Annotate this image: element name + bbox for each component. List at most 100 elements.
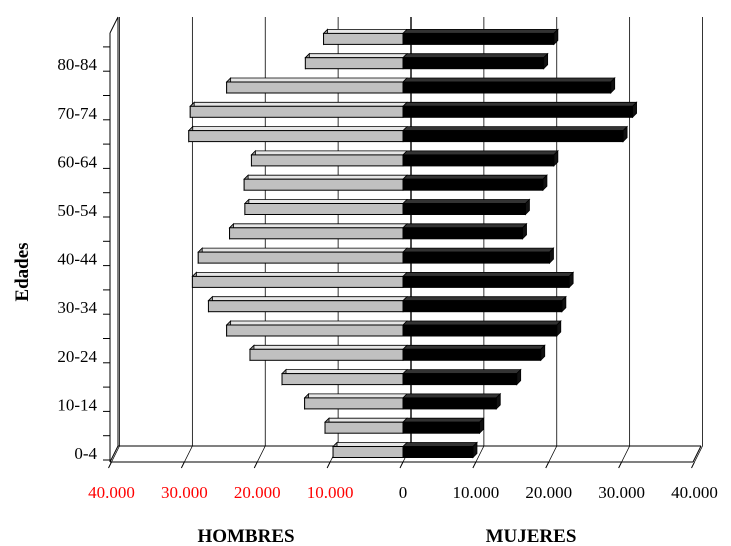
bar-top-face xyxy=(402,223,528,229)
bar-top-face xyxy=(225,77,408,83)
bar-mujeres xyxy=(402,174,548,192)
bar-top-face xyxy=(402,174,548,180)
y-tick-label: 80-84 xyxy=(57,55,97,74)
bar-front-face xyxy=(402,421,481,434)
x-tick-mark xyxy=(108,461,112,469)
bar-top-face xyxy=(402,320,562,326)
bar-top-face xyxy=(189,101,408,107)
bar-top-face xyxy=(243,174,408,180)
bar-top-face xyxy=(304,53,408,59)
floor-depth-line xyxy=(184,445,193,463)
bar-hombres xyxy=(187,125,408,143)
bar-front-face xyxy=(402,227,524,240)
bar-front-face xyxy=(402,57,545,70)
y-tick-label: 0-4 xyxy=(74,444,97,463)
bar-hombres xyxy=(304,52,408,70)
bar-hombres xyxy=(189,101,408,119)
x-tick-label-hombres: 10.000 xyxy=(307,483,354,502)
bar-front-face xyxy=(226,81,404,94)
bar-front-face xyxy=(281,373,404,386)
bar-mujeres xyxy=(402,28,559,46)
bar-hombres xyxy=(250,149,408,167)
x-tick-mark xyxy=(326,461,331,469)
bar-front-face xyxy=(207,300,404,313)
x-tick-label-mujeres: 10.000 xyxy=(453,483,500,502)
bar-mujeres xyxy=(402,441,478,459)
bar-top-face xyxy=(402,199,531,204)
x-tick-mark xyxy=(180,461,185,469)
bar-top-face xyxy=(197,247,408,253)
floor-right-edge xyxy=(692,445,702,463)
bar-front-face xyxy=(402,300,563,313)
bar-hombres xyxy=(243,198,408,216)
bar-front-face xyxy=(402,130,624,143)
bar-front-face xyxy=(197,251,404,264)
bar-front-face xyxy=(402,203,526,215)
left-wall-edge xyxy=(109,17,119,463)
x-tick-label-mujeres: 20.000 xyxy=(525,483,572,502)
bar-front-face xyxy=(250,154,404,167)
bar-front-face xyxy=(402,446,474,458)
bar-top-face xyxy=(402,150,559,156)
x-tick-label-hombres: 30.000 xyxy=(161,483,208,502)
bar-front-face xyxy=(304,57,404,70)
bar-front-face xyxy=(244,203,404,215)
bar-top-face xyxy=(187,126,408,132)
bar-top-face xyxy=(402,344,546,350)
bar-top-face xyxy=(228,223,408,229)
bar-top-face xyxy=(402,369,522,375)
x-tick-label-mujeres: 40.000 xyxy=(671,483,718,502)
bar-mujeres xyxy=(402,77,616,94)
bar-front-face xyxy=(402,397,497,410)
bar-top-face xyxy=(402,28,559,34)
bar-top-face xyxy=(402,77,616,83)
bar-top-face xyxy=(303,393,408,399)
bar-front-face xyxy=(402,178,544,191)
bar-top-face xyxy=(402,442,478,447)
bar-front-face xyxy=(402,324,558,337)
bar-mujeres xyxy=(402,222,528,240)
bar-mujeres xyxy=(402,417,485,435)
bar-front-face xyxy=(243,178,404,191)
bar-mujeres xyxy=(402,344,546,362)
bar-top-face xyxy=(225,320,408,326)
floor-depth-line xyxy=(111,445,120,463)
bar-mujeres xyxy=(402,368,522,386)
bar-top-face xyxy=(243,199,408,204)
bar-hombres xyxy=(332,441,408,459)
bar-hombres xyxy=(191,271,408,289)
bar-top-face xyxy=(402,271,575,277)
floor-depth-line xyxy=(256,445,266,463)
x-tick-mark xyxy=(545,461,550,469)
bar-front-face xyxy=(402,81,612,94)
x-tick-label-mujeres: 0 xyxy=(399,483,408,502)
bar-front-face xyxy=(229,227,404,240)
bar-front-face xyxy=(189,105,404,118)
bar-front-face xyxy=(191,275,404,288)
bar-top-face xyxy=(332,442,408,447)
x-tick-mark xyxy=(618,461,623,469)
mujeres-label: MUJERES xyxy=(486,526,577,546)
bar-hombres xyxy=(197,247,408,265)
bar-top-face xyxy=(322,28,408,34)
bar-top-face xyxy=(250,150,408,156)
bar-hombres xyxy=(324,417,408,435)
bar-mujeres xyxy=(402,125,629,143)
bar-mujeres xyxy=(402,295,567,313)
bar-mujeres xyxy=(402,320,562,337)
bar-hombres xyxy=(225,320,408,337)
bar-mujeres xyxy=(402,271,575,289)
bar-front-face xyxy=(402,105,634,118)
floor-depth-line xyxy=(548,445,558,463)
y-tick-label: 30-34 xyxy=(57,298,97,317)
bar-top-face xyxy=(402,247,555,253)
bar-top-face xyxy=(324,417,408,423)
y-tick-label: 50-54 xyxy=(57,201,97,220)
bars-layer xyxy=(187,28,638,459)
bar-top-face xyxy=(402,393,502,399)
bar-front-face xyxy=(332,446,404,458)
bar-hombres xyxy=(303,392,408,410)
bar-hombres xyxy=(228,222,408,240)
bar-front-face xyxy=(402,32,555,45)
x-tick-label-hombres: 20.000 xyxy=(234,483,281,502)
